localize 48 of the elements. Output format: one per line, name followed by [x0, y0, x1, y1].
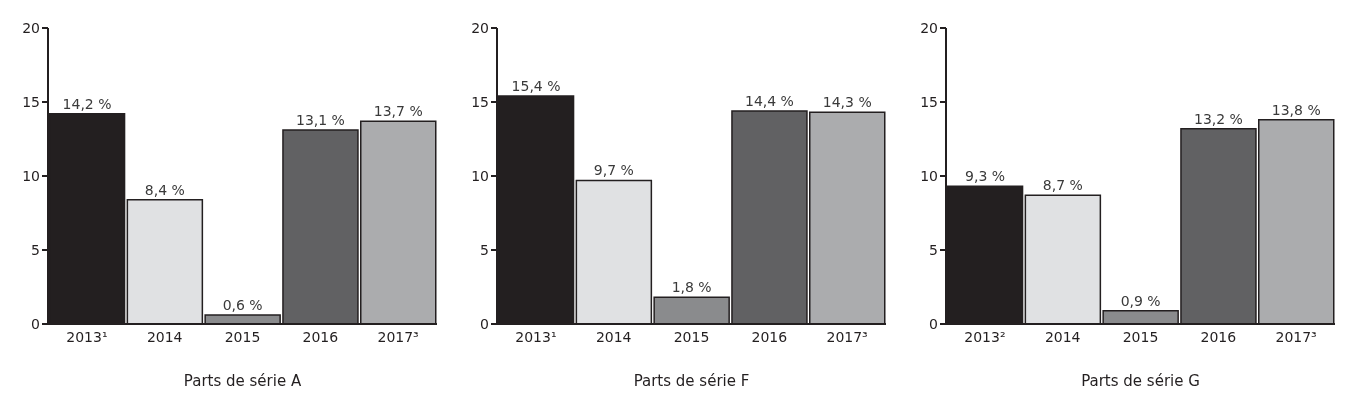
data-label: 13,2 %: [1193, 110, 1243, 127]
x-tick-label: 2015: [224, 328, 261, 345]
x-tick-label: 2015: [1122, 328, 1159, 345]
x-tick-label: 2013¹: [66, 328, 108, 345]
y-tick-label: 20: [471, 19, 489, 36]
data-label: 0,6 %: [222, 297, 263, 314]
data-label: 8,7 %: [1042, 177, 1083, 194]
y-tick-label: 5: [929, 241, 938, 258]
y-tick-label: 15: [22, 93, 40, 110]
data-label: 13,7 %: [373, 103, 423, 120]
y-tick-label: 0: [929, 315, 938, 332]
x-axis-title: Parts de série A: [183, 372, 302, 390]
y-tick-label: 0: [31, 315, 40, 332]
x-axis-title: Parts de série F: [633, 372, 750, 390]
y-tick-label: 15: [471, 93, 489, 110]
x-tick-label: 2017³: [1275, 328, 1317, 345]
y-tick-label: 10: [22, 167, 40, 184]
x-tick-label: 2016: [751, 328, 788, 345]
data-label: 9,7 %: [593, 162, 634, 179]
data-label: 8,4 %: [144, 181, 185, 198]
x-axis-title: Parts de série G: [1081, 372, 1200, 390]
x-tick-label: 2014: [1044, 328, 1081, 345]
data-label: 14,3 %: [822, 94, 872, 111]
y-tick-label: 20: [920, 19, 938, 36]
y-tick-label: 5: [31, 241, 40, 258]
x-tick-label: 2013¹: [515, 328, 557, 345]
x-tick-label: 2015: [673, 328, 710, 345]
data-label: 1,8 %: [671, 279, 712, 296]
data-label: 14,2 %: [62, 95, 112, 112]
data-label: 9,3 %: [965, 168, 1006, 185]
y-tick-label: 10: [920, 167, 938, 184]
x-tick-label: 2014: [595, 328, 632, 345]
y-tick-label: 5: [480, 241, 489, 258]
x-tick-label: 2017³: [826, 328, 868, 345]
data-label: 15,4 %: [511, 78, 561, 95]
data-label: 14,4 %: [744, 92, 794, 109]
y-tick-label: 0: [480, 315, 489, 332]
y-tick-label: 10: [471, 167, 489, 184]
x-tick-label: 2016: [302, 328, 339, 345]
y-tick-label: 20: [22, 19, 40, 36]
x-tick-label: 2017³: [377, 328, 419, 345]
x-tick-label: 2014: [146, 328, 183, 345]
data-label: 13,1 %: [295, 112, 345, 129]
data-label: 13,8 %: [1271, 101, 1321, 118]
data-label: 0,9 %: [1120, 292, 1161, 309]
y-tick-label: 15: [920, 93, 938, 110]
x-tick-label: 2016: [1200, 328, 1237, 345]
x-tick-label: 2013²: [964, 328, 1006, 345]
